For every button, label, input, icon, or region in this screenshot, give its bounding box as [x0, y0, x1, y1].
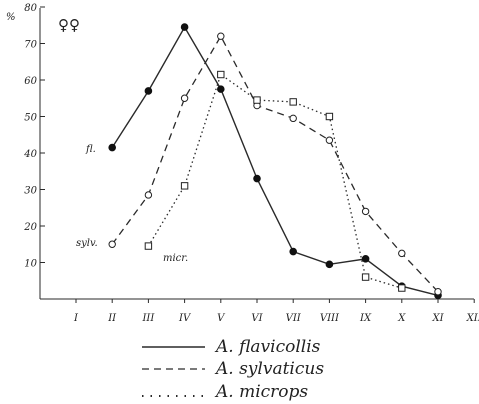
data-point	[398, 249, 406, 258]
series-a-microps	[144, 70, 406, 292]
series-label: fl.	[85, 144, 96, 155]
data-point	[217, 85, 225, 93]
data-point	[180, 23, 189, 31]
series-label: sylv.	[76, 238, 98, 249]
data-point	[398, 284, 406, 292]
data-point	[108, 143, 116, 152]
data-point	[144, 242, 153, 250]
x-tick-label: IV	[178, 313, 192, 324]
sex-symbol: ♀♀	[58, 16, 80, 34]
legend-label: A. flavicollis	[214, 337, 321, 357]
x-tick-label: III	[141, 313, 155, 324]
data-point	[180, 182, 189, 190]
legend-label: A. microps	[214, 382, 308, 402]
y-tick-label: 10	[24, 259, 37, 270]
x-tick-label: IX	[359, 313, 372, 324]
data-point	[217, 70, 225, 79]
x-tick-label: II	[107, 313, 117, 324]
y-tick-label: 40	[23, 149, 37, 160]
x-tick-label: VI	[251, 313, 263, 324]
legend-label: A. sylvaticus	[214, 359, 324, 379]
series-line	[111, 25, 439, 297]
data-point	[325, 260, 334, 269]
data-point	[289, 114, 297, 123]
x-tick-label: VII	[286, 313, 302, 324]
series-line	[111, 34, 439, 293]
y-tick-label: 60	[24, 76, 37, 87]
data-point	[144, 191, 153, 199]
y-unit-label: %	[6, 12, 16, 23]
data-point	[361, 255, 370, 263]
y-tick-label: 30	[24, 186, 37, 197]
data-point	[325, 112, 334, 121]
y-tick-label: 50	[24, 113, 37, 124]
data-point	[361, 273, 370, 281]
data-point	[361, 207, 370, 216]
x-tick-label: XI	[431, 313, 444, 324]
x-tick-label: I	[73, 313, 79, 324]
y-tick-label: 80	[24, 3, 37, 14]
series-layer: fl. sylv. micr.	[76, 23, 442, 300]
data-point	[253, 96, 261, 104]
x-tick-label: V	[217, 313, 226, 324]
data-point	[108, 240, 116, 248]
data-point	[180, 94, 189, 102]
series-label: micr.	[163, 253, 188, 264]
x-tick-label: XII	[466, 313, 479, 324]
data-point	[144, 87, 153, 95]
x-tick-label: VIII	[320, 313, 340, 324]
data-point	[289, 98, 297, 106]
series-a-flavicollis	[108, 23, 442, 300]
data-point	[253, 174, 261, 183]
y-tick-label: 20	[23, 222, 37, 233]
y-tick-label: 70	[24, 40, 37, 51]
data-point	[434, 288, 442, 296]
x-tick-label: X	[397, 313, 406, 324]
data-point	[325, 136, 334, 144]
data-point	[289, 247, 298, 256]
data-point	[217, 32, 225, 40]
